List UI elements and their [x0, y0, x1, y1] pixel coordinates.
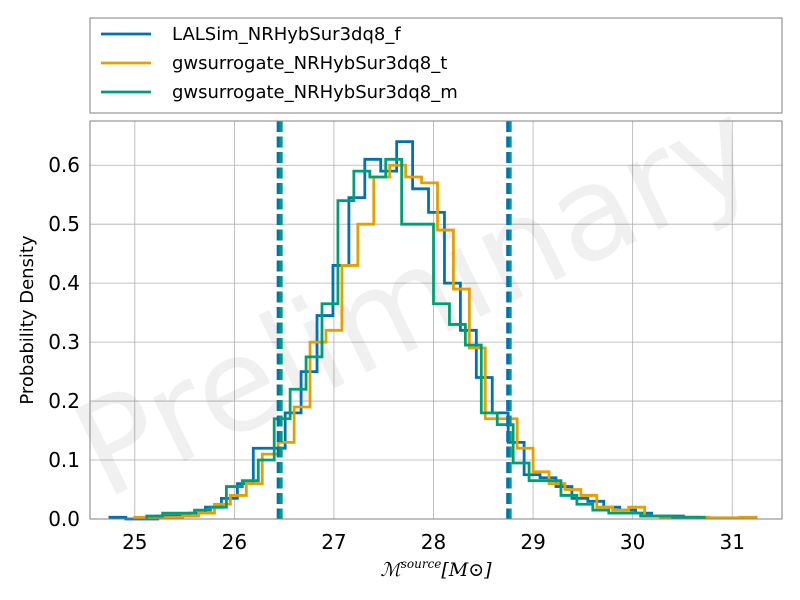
legend-label: gwsurrogate_NRHybSur3dq8_m — [172, 82, 458, 103]
y-tick-label: 0.5 — [48, 212, 80, 236]
legend-box — [89, 17, 783, 114]
plot-area — [90, 121, 782, 519]
y-tick-label: 0.1 — [48, 448, 80, 472]
x-tick-labels: 25 26 27 28 29 30 31 — [122, 530, 745, 554]
x-axis-label-symbol: ℳ — [380, 559, 403, 581]
x-axis-label-unit: [M⊙] — [441, 559, 492, 581]
y-tick-label: 0.2 — [48, 389, 80, 413]
x-tick-label: 27 — [321, 530, 346, 554]
x-axis-label-superscript: source — [401, 557, 442, 571]
y-tick-label: 0.0 — [48, 507, 80, 531]
y-tick-label: 0.6 — [48, 153, 80, 177]
legend-label: LALSim_NRHybSur3dq8_f — [172, 24, 401, 45]
axes-border — [89, 120, 783, 520]
x-tick-label: 26 — [222, 530, 247, 554]
legend: LALSim_NRHybSur3dq8_f gwsurrogate_NRHybSu… — [89, 17, 783, 114]
histogram-series — [108, 140, 758, 521]
x-tick-label: 25 — [122, 530, 147, 554]
legend-label: gwsurrogate_NRHybSur3dq8_t — [172, 53, 447, 74]
y-axis-label: Probability Density — [17, 235, 38, 405]
vertical-reference-lines — [276, 121, 512, 519]
plot-background — [90, 121, 782, 519]
x-tick-label: 29 — [520, 530, 545, 554]
x-tick-label: 31 — [719, 530, 744, 554]
x-axis-label: ℳsource[M⊙] — [380, 557, 492, 581]
histogram-series-gwsurrogate_NRHybSur3dq8_t — [133, 163, 758, 520]
y-tick-labels: 0.0 0.1 0.2 0.3 0.4 0.5 0.6 — [48, 153, 80, 531]
histogram-series-gwsurrogate_NRHybSur3dq8_m — [145, 157, 706, 519]
y-tick-label: 0.4 — [48, 271, 80, 295]
x-tick-label: 30 — [620, 530, 645, 554]
x-tick-label: 28 — [421, 530, 446, 554]
axes-frame — [89, 120, 783, 520]
y-tick-label: 0.3 — [48, 330, 80, 354]
